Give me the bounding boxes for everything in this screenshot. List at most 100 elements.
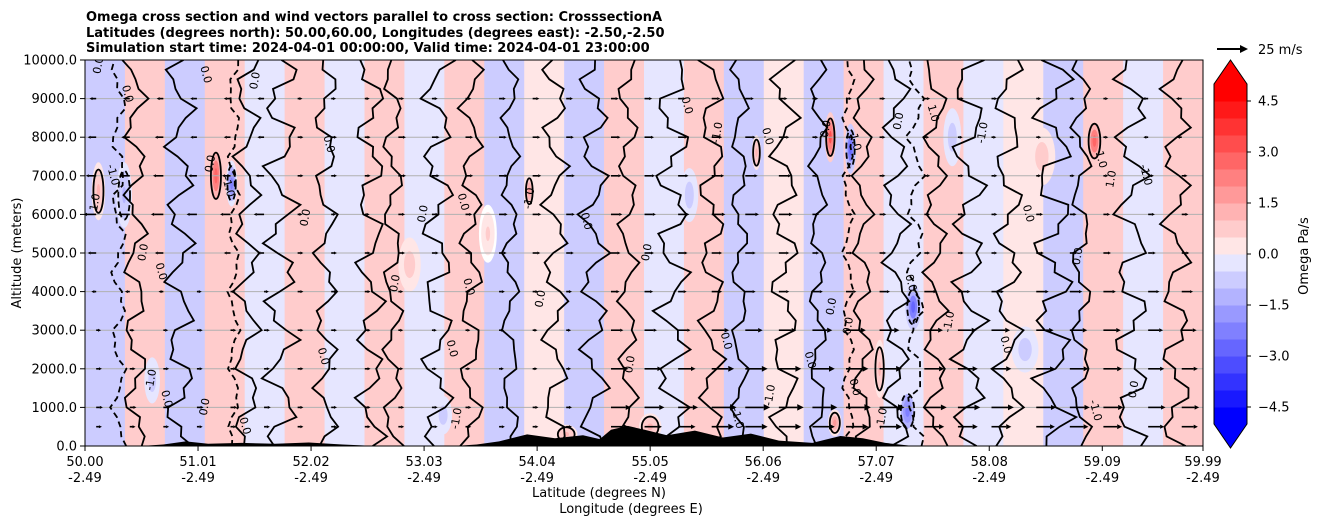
contour-line-zero	[121, 60, 150, 446]
wind-vector-head	[752, 290, 756, 294]
contour-label: 0.0	[532, 289, 548, 308]
colorbar-segment	[1214, 339, 1247, 357]
wind-vector-head	[1073, 212, 1077, 216]
omega-cell	[1092, 135, 1097, 147]
wind-vector-head	[1117, 424, 1123, 430]
wind-vector-head	[265, 290, 269, 294]
wind-vector-head	[257, 97, 261, 101]
contour-line-zero	[576, 60, 612, 446]
contour-label: 1.0	[87, 192, 103, 211]
wind-vector-head	[333, 174, 337, 178]
wind-vector-head	[87, 135, 91, 139]
contour-line-zero	[696, 60, 728, 446]
wind-vector-head	[467, 290, 471, 294]
contour-label: 0.0	[387, 274, 403, 293]
wind-vector-head	[1005, 327, 1011, 333]
wind-vector-head	[1074, 251, 1078, 255]
wind-vector-head	[994, 174, 998, 178]
wind-vector-head	[1038, 135, 1042, 139]
wind-vector-head	[1184, 174, 1188, 178]
y-tick-label: 5000.0	[32, 247, 78, 262]
wind-vector-head	[123, 97, 127, 101]
wind-vector-head	[150, 212, 155, 217]
y-axis-label: Altitude (meters)	[10, 198, 25, 309]
wind-vector-head	[568, 425, 572, 429]
wind-vector-head	[300, 367, 304, 371]
wind-vector-head	[691, 424, 696, 429]
wind-vector-head	[121, 135, 125, 139]
colorbar-extend-min	[1214, 424, 1247, 448]
x-tick-label-latitude: 55.05	[632, 455, 669, 470]
wind-vector-head	[300, 405, 304, 409]
wind-vector-head	[402, 135, 406, 139]
wind-vector-head	[883, 212, 887, 216]
x-tick-label-longitude: -2.49	[520, 471, 554, 486]
x-tick-label-latitude: 50.00	[66, 455, 103, 470]
wind-vector-head	[617, 251, 621, 255]
wind-vector-head	[467, 328, 471, 332]
wind-vector-head	[1118, 404, 1124, 410]
wind-vector-head	[848, 174, 852, 178]
x-tick-label-latitude: 53.03	[405, 455, 442, 470]
wind-vector-head	[333, 97, 337, 101]
wind-vector-head	[786, 290, 790, 294]
contour-line-zero	[728, 60, 751, 446]
wind-vector-head	[828, 423, 835, 430]
wind-vector-head	[402, 212, 406, 216]
wind-vector-head	[1071, 135, 1075, 139]
wind-vector-head	[98, 425, 102, 429]
wind-vector-head	[257, 135, 261, 139]
wind-vector-head	[503, 251, 507, 255]
contour-label: 0.0	[297, 208, 313, 227]
omega-cell	[150, 374, 155, 387]
contour-closed-negative	[845, 129, 856, 169]
wind-vector-head	[199, 367, 203, 371]
wind-vector-head	[862, 423, 869, 430]
x-axis-label-latitude: Latitude (degrees N)	[532, 486, 666, 501]
wind-vector-head	[300, 135, 304, 139]
wind-vector-head	[1105, 97, 1109, 101]
wind-vector-head	[763, 404, 771, 411]
wind-vector-head	[535, 405, 539, 409]
contour-label: -1.0	[941, 310, 958, 333]
wind-vector-head	[1117, 366, 1123, 372]
x-tick-label-longitude: -2.49	[294, 471, 328, 486]
wind-vector-head	[267, 405, 271, 409]
contour-line-zero	[353, 60, 389, 446]
contour-label: 0.0	[1070, 247, 1086, 266]
omega-cell	[485, 226, 491, 241]
wind-vector-head	[1083, 424, 1089, 430]
wind-vector-head	[1050, 424, 1055, 430]
wind-vector-head	[190, 251, 194, 255]
omega-cell	[833, 419, 837, 427]
wind-vector-head	[897, 404, 905, 411]
contour-label: 0.0	[320, 134, 337, 154]
colorbar-segment	[1214, 288, 1247, 306]
wind-vector-head	[132, 425, 136, 429]
wind-vector-head	[755, 212, 759, 217]
wind-vector-head	[133, 405, 137, 409]
contour-label: 0.0	[158, 389, 175, 409]
colorbar-tick-label: −4.5	[1258, 401, 1290, 416]
colorbar-segment	[1214, 356, 1247, 374]
wind-vector-head	[1050, 366, 1055, 372]
wind-vector-head	[220, 212, 224, 216]
wind-vector-head	[1190, 290, 1194, 294]
x-tick-label-latitude: 57.07	[858, 455, 895, 470]
wind-vector-head	[717, 97, 721, 101]
wind-vector-head	[433, 328, 437, 332]
contour-line-zero	[162, 60, 199, 446]
x-tick-label-longitude: -2.49	[859, 471, 893, 486]
x-tick-label-longitude: -2.49	[407, 471, 441, 486]
omega-cell	[905, 405, 910, 418]
wind-vector-head	[1112, 289, 1116, 294]
chart-title-line-1: Omega cross section and wind vectors par…	[86, 10, 662, 25]
wind-vector-head	[659, 404, 665, 410]
wind-vector-head	[190, 135, 194, 139]
colorbar-segment	[1214, 118, 1247, 136]
wind-vector-head	[367, 328, 371, 332]
wind-vector-head	[728, 423, 735, 430]
wind-vector-head	[994, 97, 998, 101]
x-tick-label-latitude: 59.99	[1184, 455, 1221, 470]
contour-closed-positive	[210, 151, 222, 200]
